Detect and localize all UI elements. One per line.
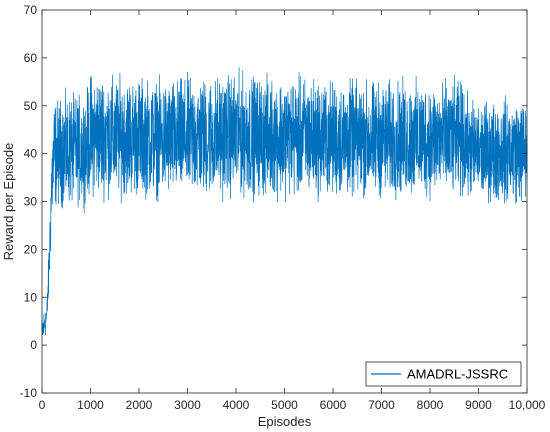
y-tick-label: 40 [24, 147, 38, 161]
y-tick-label: 60 [24, 51, 38, 65]
x-tick-label: 2000 [126, 398, 153, 412]
x-tick-label: 3000 [174, 398, 201, 412]
x-tick-layer: 0 1000 2000 3000 4000 5000 6000 7000 8000 9000 10,… [39, 10, 546, 412]
y-tick-label: 20 [24, 242, 38, 256]
y-tick-label: 50 [24, 99, 38, 113]
y-tick-label: 70 [24, 3, 38, 17]
x-tick-label: 7000 [368, 398, 395, 412]
series-layer [41, 67, 528, 336]
x-tick-label: 0 [39, 398, 46, 412]
y-tick-label: -10 [20, 386, 38, 400]
legend-label: AMADRL-JSSRC [407, 367, 508, 382]
y-tick-label: 10 [24, 290, 38, 304]
x-tick-label: 9000 [465, 398, 492, 412]
y-axis-label: Reward per Episode [1, 143, 16, 261]
x-tick-label: 1000 [77, 398, 104, 412]
series-line-amadrl-jssrc [41, 67, 528, 336]
x-tick-label: 4000 [223, 398, 250, 412]
x-tick-label: 6000 [320, 398, 347, 412]
x-tick-label: 10,000 [509, 398, 546, 412]
x-tick-label: 8000 [417, 398, 444, 412]
y-tick-label: 0 [30, 338, 37, 352]
x-axis-label: Episodes [258, 414, 312, 429]
y-tick-layer: -10 0 10 20 30 40 50 60 70 [20, 3, 527, 400]
plot-area [42, 10, 527, 393]
legend: AMADRL-JSSRC [365, 361, 522, 387]
x-tick-label: 5000 [271, 398, 298, 412]
y-tick-label: 30 [24, 195, 38, 209]
